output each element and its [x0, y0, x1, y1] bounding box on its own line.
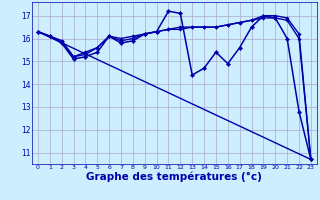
X-axis label: Graphe des températures (°c): Graphe des températures (°c) — [86, 172, 262, 182]
